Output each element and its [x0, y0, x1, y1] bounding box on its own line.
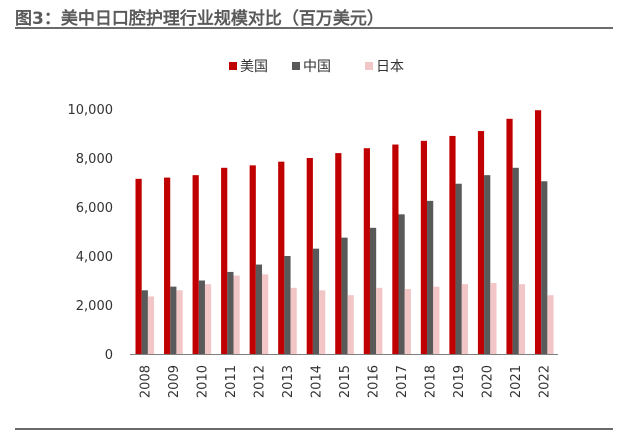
x-tick-label: 2018: [424, 365, 439, 398]
bar-2-2009: [176, 290, 183, 354]
bar-0-2011: [221, 167, 228, 354]
bar-1-2014: [312, 248, 320, 354]
x-tick-label: 2020: [481, 365, 496, 398]
bar-0-2017: [392, 144, 399, 354]
chart-title: 图3：美中日口腔护理行业规模对比（百万美元）: [15, 9, 384, 29]
bar-0-2020: [477, 131, 485, 354]
bar-1-2019: [455, 183, 462, 354]
y-tick-label: 6,000: [76, 201, 113, 216]
x-axis: 2008 2009 2010 2011 2012 2013 2014 2015 2016 2017…: [130, 354, 558, 398]
bar-1-2021: [512, 167, 519, 354]
bar-1-2011: [227, 271, 234, 354]
y-tick-label: 4,000: [76, 250, 113, 265]
bar-0-2009: [164, 177, 171, 354]
y-tick-label: 8,000: [76, 152, 113, 167]
x-tick-label: 2012: [252, 365, 267, 398]
x-tick-label: 2017: [395, 365, 410, 398]
bar-2-2012: [262, 274, 269, 355]
x-tick-label: 2014: [309, 365, 324, 398]
x-tick-label: 2015: [338, 365, 353, 398]
x-tick-label: 2022: [538, 365, 553, 398]
bar-0-2018: [420, 140, 428, 354]
bar-2-2013: [290, 287, 297, 354]
bar-2-2015: [347, 295, 354, 354]
bar-0-2022: [534, 110, 542, 354]
x-tick-label: 2009: [167, 365, 182, 398]
x-tick-label: 2008: [138, 365, 153, 398]
bar-2-2010: [204, 284, 212, 354]
bars: [135, 110, 554, 355]
bar-1-2015: [341, 237, 348, 355]
legend-swatch: [229, 62, 237, 70]
x-tick-label: 2021: [509, 365, 524, 398]
legend-swatch: [365, 62, 373, 70]
x-tick-label: 2010: [195, 365, 210, 398]
bar-0-2010: [192, 175, 199, 354]
x-tick-label: 2011: [224, 365, 239, 398]
bar-1-2008: [141, 290, 148, 354]
bar-0-2012: [249, 165, 256, 354]
y-tick-label: 10,000: [68, 103, 114, 118]
bar-2-2019: [461, 284, 468, 354]
bar-1-2016: [369, 227, 377, 354]
bar-0-2014: [306, 158, 313, 354]
bar-0-2021: [506, 118, 513, 354]
x-tick-label: 2013: [281, 365, 296, 398]
bar-2-2017: [404, 289, 411, 354]
legend-label: 日本: [376, 59, 404, 75]
x-tick-label: 2016: [367, 365, 382, 398]
bar-2-2014: [319, 290, 326, 354]
bottom-divider: [15, 428, 613, 430]
bar-1-2012: [255, 264, 263, 354]
bar-1-2013: [284, 256, 291, 354]
x-tick-label: 2019: [452, 365, 467, 398]
bar-1-2017: [398, 214, 405, 354]
bar-1-2018: [427, 200, 434, 355]
bar-1-2020: [484, 175, 491, 354]
legend: 美国 中国 日本: [229, 59, 404, 75]
bar-0-2013: [278, 161, 285, 354]
bar-0-2008: [135, 178, 142, 354]
top-divider: [15, 27, 613, 29]
legend-label: 中国: [303, 59, 331, 75]
bar-0-2016: [363, 148, 370, 354]
bar-2-2011: [233, 275, 240, 354]
bar-1-2022: [541, 181, 548, 354]
y-tick-label: 0: [105, 348, 113, 363]
legend-label: 美国: [240, 59, 268, 75]
bar-2-2008: [147, 296, 155, 354]
legend-swatch: [292, 62, 300, 70]
y-axis: 0 2,000 4,000 6,000 8,000 10,000: [68, 103, 114, 363]
bar-2-2018: [433, 286, 440, 355]
bar-2-2021: [518, 284, 526, 354]
bar-1-2009: [170, 286, 177, 355]
bar-1-2010: [198, 280, 205, 354]
bar-2-2022: [547, 295, 554, 354]
bar-0-2015: [335, 153, 342, 354]
bar-2-2020: [490, 282, 497, 354]
bar-2-2016: [376, 287, 383, 354]
y-tick-label: 2,000: [76, 299, 113, 314]
bar-0-2019: [449, 135, 456, 354]
